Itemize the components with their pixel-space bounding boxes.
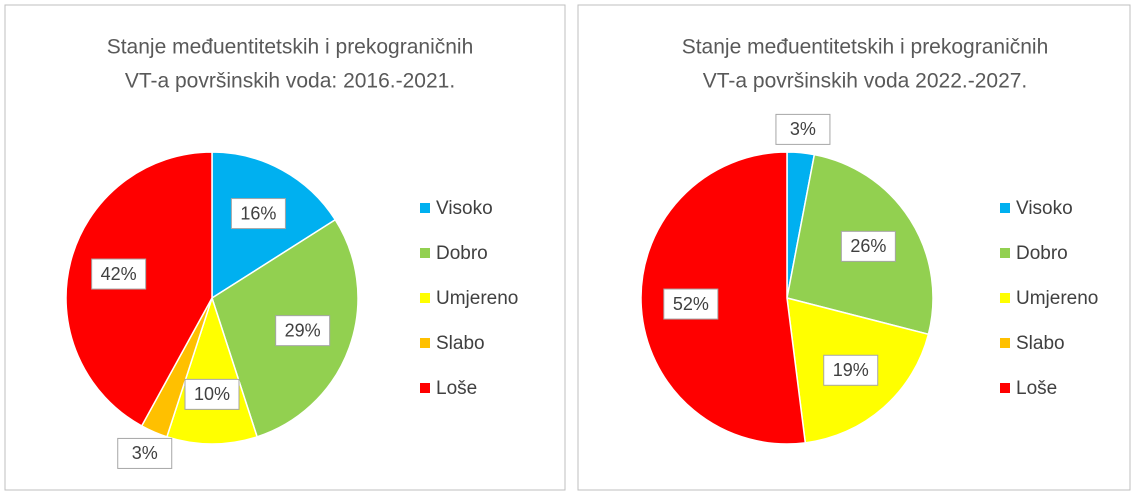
- chart-title: VT-a površinskih voda 2022.-2027.: [703, 70, 1028, 93]
- pie-slice: [640, 151, 807, 445]
- legend-label: Slabo: [436, 333, 485, 354]
- data-label-box: [184, 378, 240, 410]
- data-label: 3%: [790, 119, 816, 139]
- legend-label: Slabo: [1016, 333, 1065, 354]
- legend-swatch: [1000, 293, 1010, 303]
- chart-title: VT-a površinskih voda: 2016.-2021.: [125, 70, 455, 93]
- data-label-box: [775, 113, 831, 145]
- data-label-box: [230, 198, 286, 230]
- legend-label: Umjereno: [1016, 288, 1098, 309]
- data-label-box: [117, 437, 173, 469]
- data-label-box: [663, 288, 719, 320]
- legend-label: Loše: [436, 378, 477, 399]
- data-label: 16%: [240, 203, 276, 223]
- legend-swatch: [1000, 248, 1010, 258]
- data-label: 19%: [833, 360, 869, 380]
- data-label: 26%: [850, 236, 886, 256]
- legend-label: Visoko: [436, 198, 493, 219]
- legend-label: Loše: [1016, 378, 1057, 399]
- data-label: 29%: [285, 320, 321, 340]
- legend-label: Dobro: [1016, 243, 1068, 264]
- legend-swatch: [1000, 383, 1010, 393]
- data-label: 3%: [132, 443, 158, 463]
- legend-label: Dobro: [436, 243, 488, 264]
- legend-swatch: [420, 338, 430, 348]
- data-label-box: [275, 315, 331, 347]
- data-label-box: [823, 354, 879, 386]
- data-label: 52%: [673, 294, 709, 314]
- data-label-box: [91, 258, 147, 290]
- legend-swatch: [1000, 338, 1010, 348]
- data-label: 42%: [101, 264, 137, 284]
- legend-swatch: [420, 383, 430, 393]
- legend-label: Umjereno: [436, 288, 518, 309]
- legend-label: Visoko: [1016, 198, 1073, 219]
- data-label-box: [840, 230, 896, 262]
- chart-title: Stanje međuentitetskih i prekograničnih: [107, 36, 474, 59]
- legend-swatch: [1000, 203, 1010, 213]
- legend-swatch: [420, 293, 430, 303]
- legend-swatch: [420, 248, 430, 258]
- legend-swatch: [420, 203, 430, 213]
- chart-title: Stanje međuentitetskih i prekograničnih: [682, 36, 1049, 59]
- data-label: 10%: [194, 384, 230, 404]
